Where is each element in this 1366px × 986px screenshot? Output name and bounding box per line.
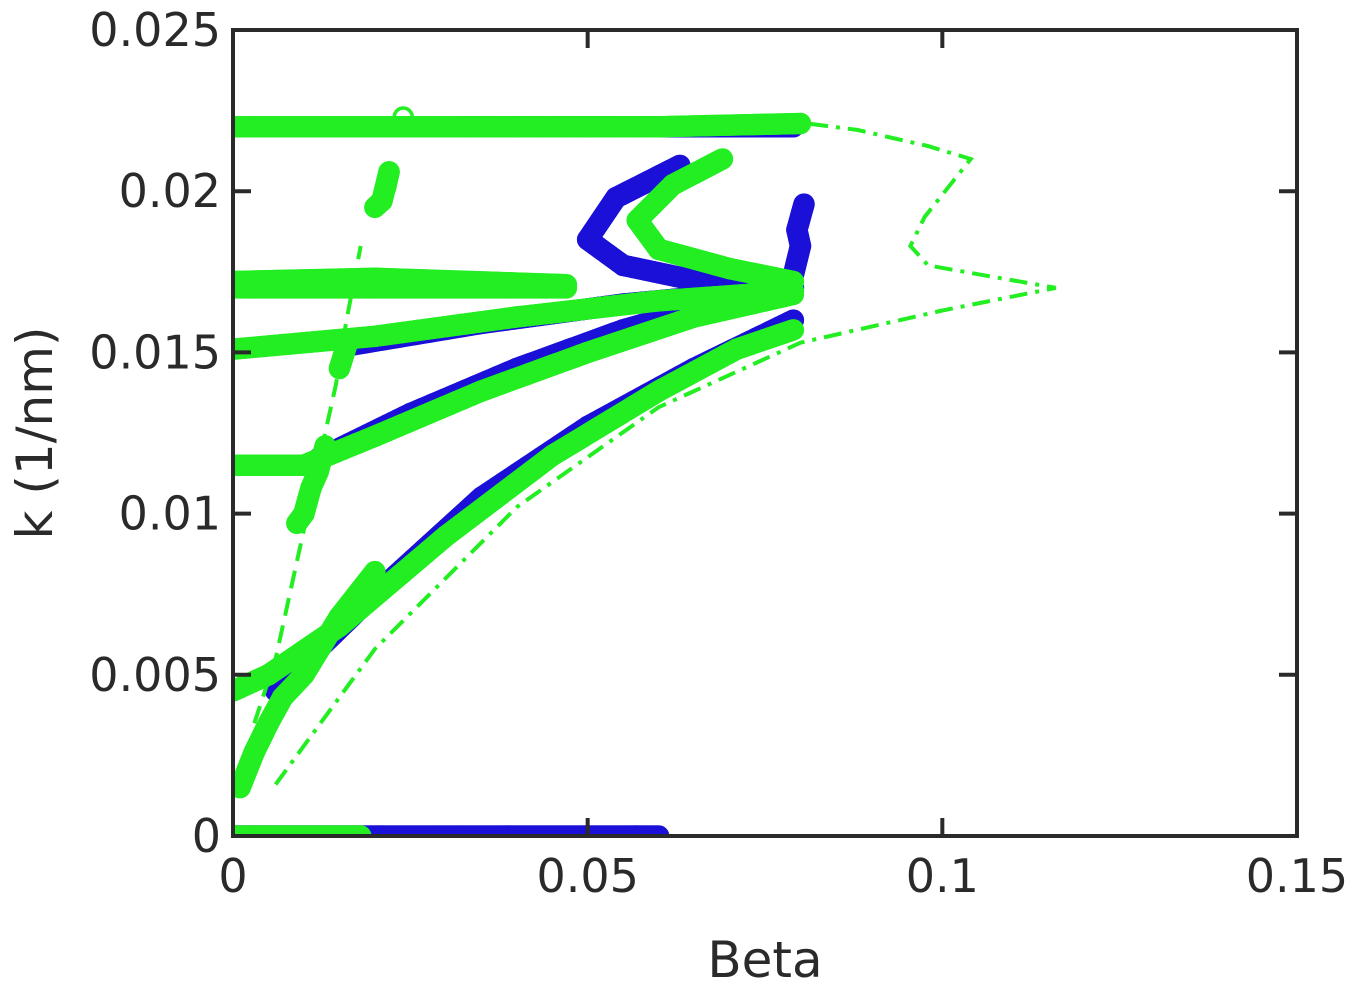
series-2-branch-2 [233, 319, 805, 702]
series-3-dash-dot-line [273, 121, 1057, 786]
y-tick-label: 0 [192, 809, 221, 863]
series-2-branch-8 [626, 148, 805, 293]
x-tick-label: 0.1 [906, 849, 979, 903]
y-tick-label: 0.015 [89, 325, 221, 379]
y-axis-label: k (1/nm) [6, 327, 64, 540]
data-point [782, 270, 805, 293]
y-tick-label: 0.005 [89, 648, 221, 702]
plot-border [231, 28, 1299, 838]
series-2-branch-13 [392, 106, 414, 128]
y-tick-label: 0.02 [119, 164, 221, 218]
series-2-branch-3 [233, 283, 805, 476]
data-point [349, 825, 372, 836]
data-point [793, 193, 815, 215]
data-point [364, 560, 386, 583]
data-point [789, 112, 812, 135]
series-4-dashed-line [252, 245, 363, 724]
axes-frame [231, 28, 1299, 838]
y-tick-label: 0.025 [89, 3, 221, 57]
data-point [555, 273, 578, 296]
x-tick-label: 0 [218, 849, 247, 903]
data-point [335, 335, 358, 357]
series-2-branch-6 [233, 267, 578, 296]
series-2-branch-12 [364, 161, 400, 219]
data-point [374, 177, 397, 199]
axis-ticks: 0 0.05 0.1 0.15 0 0.005 0.01 0.015 0.02 0.025 [89, 3, 1348, 903]
y-tick-label: 0.01 [119, 487, 221, 541]
data-point [647, 825, 670, 836]
data-point [782, 319, 805, 341]
series-2-branch-7 [233, 112, 812, 138]
data-point [392, 106, 414, 128]
series-2-branch-1 [233, 825, 372, 836]
x-axis-label: Beta [707, 931, 822, 986]
plot-marks [233, 106, 1057, 836]
x-tick-label: 0.05 [536, 849, 638, 903]
x-tick-label: 0.15 [1246, 849, 1348, 903]
